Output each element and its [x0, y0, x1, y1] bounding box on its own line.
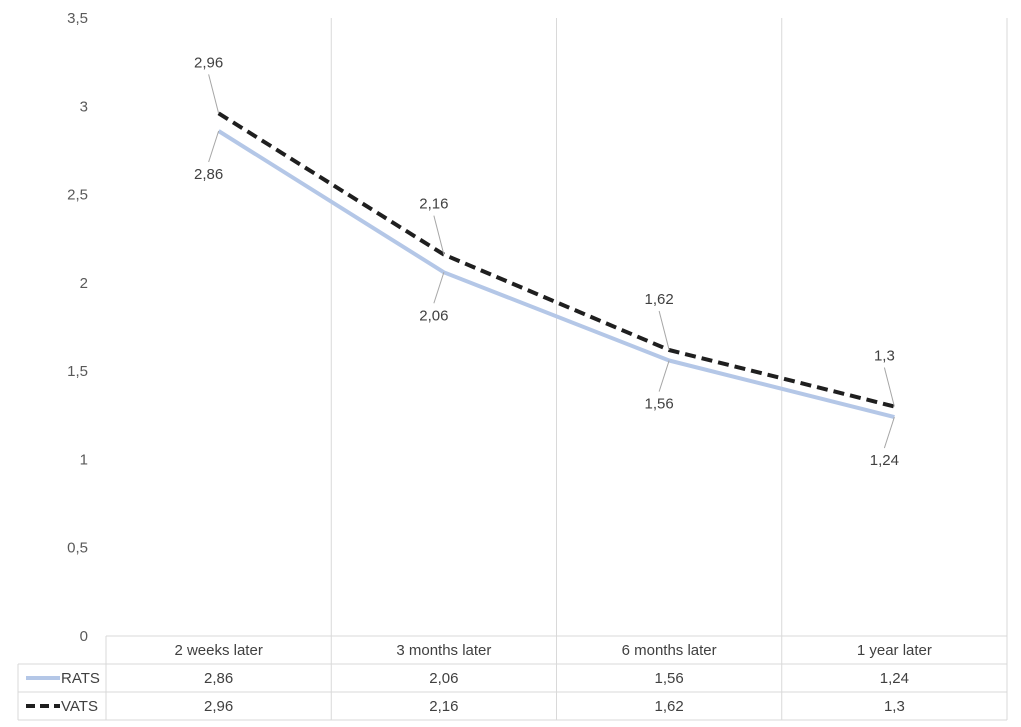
leader-line: [208, 74, 220, 114]
x-category-label: 3 months later: [396, 642, 491, 659]
table-cell-value: 1,24: [880, 670, 909, 687]
table-cell-value: 2,06: [429, 670, 458, 687]
data-label: 1,56: [645, 396, 674, 413]
leader-line: [883, 367, 895, 407]
y-tick-label: 0: [80, 628, 88, 645]
legend-label: VATS: [61, 698, 98, 715]
y-tick-label: 2,5: [67, 187, 88, 204]
y-axis: 0 0,5 1 1,5 2 2,5 3 3,5: [67, 10, 88, 645]
legend-label: RATS: [61, 670, 100, 687]
table-cell-value: 1,3: [884, 698, 905, 715]
data-label: 2,16: [419, 196, 448, 213]
leader-line: [433, 215, 445, 255]
table-cell-value: 2,96: [204, 698, 233, 715]
data-label: 1,24: [870, 452, 899, 469]
data-table: 2 weeks later 3 months later 6 months late…: [17, 635, 1008, 721]
series-line-rats: [217, 129, 895, 420]
table-cell-value: 2,86: [204, 670, 233, 687]
y-tick-label: 1: [80, 451, 88, 468]
leader-line: [208, 130, 220, 163]
y-tick-label: 0,5: [67, 540, 88, 557]
leader-line: [883, 416, 895, 449]
grid-lines: [330, 18, 1008, 636]
y-tick-label: 3,5: [67, 10, 88, 27]
data-label: 2,86: [194, 166, 223, 183]
data-label: 2,06: [419, 307, 448, 324]
leader-line: [658, 360, 670, 392]
leader-line: [658, 310, 670, 351]
series-lines: [217, 111, 895, 420]
y-tick-label: 1,5: [67, 363, 88, 380]
x-category-label: 1 year later: [857, 642, 932, 659]
data-labels: 2,86 2,06 1,56 1,24 2,96 2,16 1,62 1,3: [194, 54, 899, 469]
y-tick-label: 2: [80, 275, 88, 292]
leader-line: [433, 272, 445, 304]
data-label: 1,62: [645, 291, 674, 308]
y-tick-label: 3: [80, 98, 88, 115]
data-label: 1,3: [874, 347, 895, 364]
data-label: 2,96: [194, 54, 223, 71]
table-cell-value: 1,56: [655, 670, 684, 687]
table-cell-value: 1,62: [655, 698, 684, 715]
x-category-label: 2 weeks later: [174, 642, 262, 659]
x-category-label: 6 months later: [622, 642, 717, 659]
table-cell-value: 2,16: [429, 698, 458, 715]
